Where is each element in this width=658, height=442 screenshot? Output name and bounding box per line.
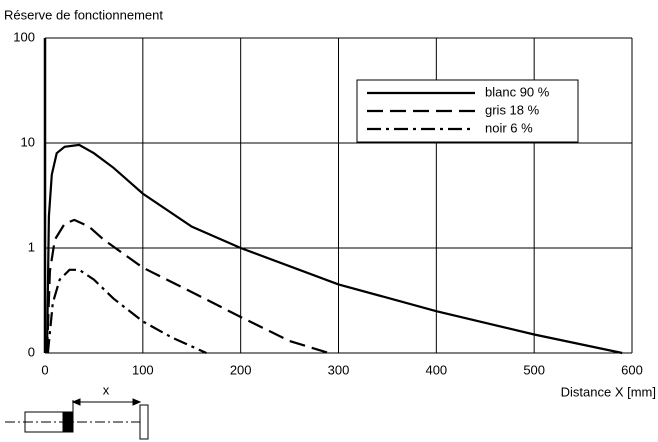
series-line bbox=[46, 268, 207, 355]
x-tick-label: 200 bbox=[230, 362, 252, 377]
series-line bbox=[45, 143, 623, 355]
legend-label: gris 18 % bbox=[485, 102, 540, 117]
x-tick-label: 600 bbox=[621, 362, 643, 377]
legend-label: noir 6 % bbox=[485, 120, 533, 135]
sensor-diagram bbox=[5, 398, 149, 440]
x-tick-label: 500 bbox=[523, 362, 545, 377]
y-tick-label: 10 bbox=[21, 134, 35, 149]
diagram-label: x bbox=[103, 382, 110, 397]
x-tick-label: 0 bbox=[41, 362, 48, 377]
x-tick-label: 300 bbox=[328, 362, 350, 377]
legend-label: blanc 90 % bbox=[485, 84, 550, 99]
y-tick-label: 0 bbox=[28, 344, 35, 359]
chart-title: Réserve de fonctionnement bbox=[4, 7, 163, 22]
x-tick-label: 100 bbox=[132, 362, 154, 377]
y-tick-label: 100 bbox=[13, 29, 35, 44]
y-tick-label: 1 bbox=[28, 239, 35, 254]
series-line bbox=[45, 218, 330, 355]
x-tick-label: 400 bbox=[425, 362, 447, 377]
x-axis-label: Distance X [mm] bbox=[561, 384, 656, 399]
